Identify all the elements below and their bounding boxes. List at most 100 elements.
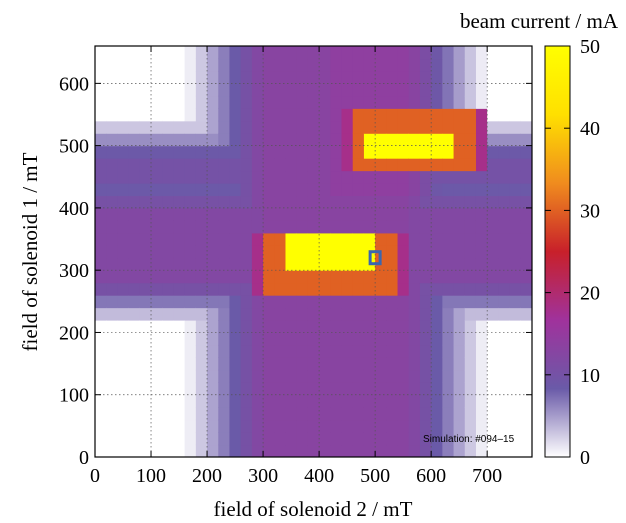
heatmap-cell: [431, 357, 443, 371]
heatmap-cell: [296, 232, 309, 246]
heatmap-cell: [106, 133, 119, 147]
heatmap-cell: [464, 46, 477, 60]
heatmap-cell: [363, 369, 376, 383]
heatmap-cell: [207, 394, 219, 408]
heatmap-cell: [352, 407, 365, 421]
heatmap-cell: [520, 407, 532, 421]
heatmap-cell: [207, 83, 219, 97]
heatmap-cell: [487, 407, 499, 421]
heatmap-cell: [341, 382, 354, 396]
heatmap-cell: [95, 46, 107, 60]
heatmap-cell: [251, 245, 264, 259]
heatmap-cell: [128, 357, 141, 371]
x-tick-label: 600: [416, 465, 446, 487]
heatmap-cell: [173, 369, 186, 383]
heatmap-cell: [173, 295, 186, 309]
heatmap-cell: [520, 394, 532, 408]
heatmap-cell: [475, 332, 488, 346]
heatmap-cell: [218, 320, 231, 334]
heatmap-cell: [487, 108, 499, 122]
heatmap-cell: [95, 432, 107, 446]
heatmap-cell: [162, 444, 175, 457]
heatmap-cell: [218, 120, 231, 134]
heatmap-cell: [453, 58, 466, 72]
heatmap-cell: [139, 344, 152, 358]
heatmap-cell: [128, 70, 141, 84]
heatmap-cell: [431, 257, 443, 271]
heatmap-cell: [487, 320, 499, 334]
heatmap-cell: [307, 344, 320, 358]
heatmap-cell: [363, 95, 376, 109]
heatmap-cell: [330, 295, 343, 309]
heatmap-cell: [274, 394, 287, 408]
heatmap-cell: [352, 382, 365, 396]
heatmap-cell: [207, 382, 219, 396]
heatmap-cell: [442, 382, 455, 396]
heatmap-cell: [419, 320, 432, 334]
heatmap-cell: [341, 257, 354, 271]
heatmap-cell: [442, 295, 455, 309]
heatmap-cell: [151, 232, 163, 246]
heatmap-cell: [207, 207, 219, 221]
heatmap-cell: [274, 158, 287, 172]
heatmap-cell: [251, 282, 264, 296]
heatmap-cell: [207, 108, 219, 122]
heatmap-cell: [330, 332, 343, 346]
heatmap-cell: [431, 183, 443, 197]
heatmap-cell: [229, 394, 242, 408]
heatmap-cell: [162, 270, 175, 284]
heatmap-cell: [453, 170, 466, 184]
heatmap-cell: [139, 307, 152, 321]
heatmap-cell: [397, 195, 410, 209]
heatmap-cell: [218, 207, 231, 221]
heatmap-cell: [274, 444, 287, 457]
heatmap-cell: [352, 158, 365, 172]
heatmap-cell: [307, 307, 320, 321]
heatmap-cell: [330, 257, 343, 271]
heatmap-cell: [274, 195, 287, 209]
heatmap-cell: [498, 282, 511, 296]
heatmap-cell: [251, 257, 264, 271]
heatmap-cell: [498, 220, 511, 234]
heatmap-cell: [363, 344, 376, 358]
heatmap-cell: [475, 307, 488, 321]
heatmap-cell: [319, 145, 331, 159]
heatmap-cell: [386, 394, 399, 408]
heatmap-cell: [207, 369, 219, 383]
heatmap-cell: [408, 432, 421, 446]
x-tick-label: 300: [248, 465, 278, 487]
heatmap-cell: [453, 270, 466, 284]
heatmap-cell: [431, 158, 443, 172]
heatmap-cell: [319, 382, 331, 396]
heatmap-cell: [408, 332, 421, 346]
heatmap-cell: [274, 332, 287, 346]
heatmap-cell: [263, 232, 275, 246]
heatmap-cell: [263, 357, 275, 371]
heatmap-cell: [173, 95, 186, 109]
heatmap-cell: [520, 307, 532, 321]
x-tick-label: 0: [90, 465, 100, 487]
heatmap-cell: [464, 270, 477, 284]
heatmap-cell: [162, 145, 175, 159]
heatmap-cell: [431, 120, 443, 134]
heatmap-cell: [106, 282, 119, 296]
heatmap-cell: [307, 332, 320, 346]
heatmap-cell: [117, 344, 130, 358]
heatmap-cell: [363, 295, 376, 309]
heatmap-cell: [442, 444, 455, 457]
heatmap-cell: [240, 207, 253, 221]
heatmap-cell: [330, 58, 343, 72]
heatmap-cell: [106, 432, 119, 446]
heatmap-cell: [319, 307, 331, 321]
heatmap-cell: [363, 195, 376, 209]
heatmap-cell: [263, 344, 275, 358]
heatmap-cell: [162, 382, 175, 396]
heatmap-cell: [442, 432, 455, 446]
heatmap-cell: [487, 257, 499, 271]
heatmap-cell: [139, 183, 152, 197]
heatmap-cell: [386, 369, 399, 383]
heatmap-cell: [330, 357, 343, 371]
heatmap-cell: [386, 444, 399, 457]
heatmap-cell: [453, 419, 466, 433]
heatmap-cell: [106, 419, 119, 433]
